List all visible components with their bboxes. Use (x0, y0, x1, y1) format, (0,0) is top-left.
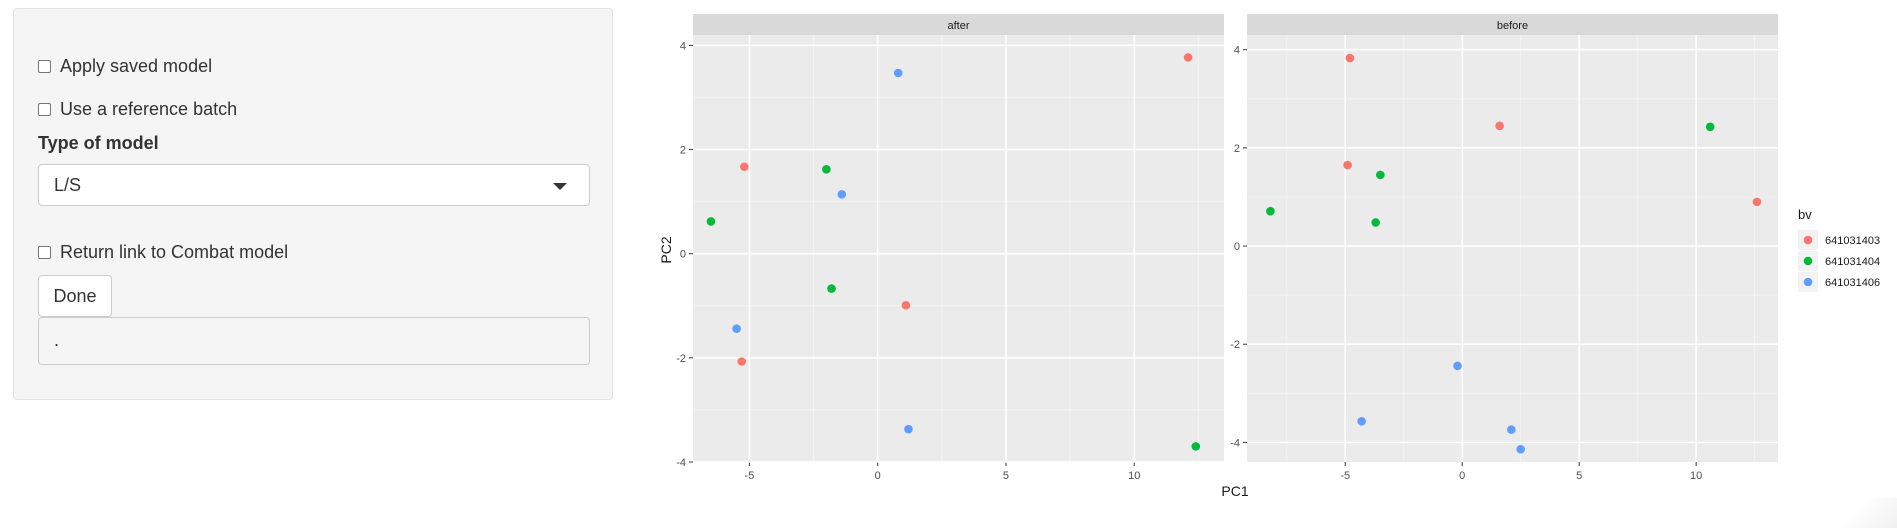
facet-title: after (947, 20, 969, 32)
x-axis-title: PC1 (1221, 483, 1248, 499)
data-point-641031404 (1266, 206, 1275, 216)
data-point-641031403 (1345, 53, 1355, 63)
resize-handle[interactable] (1827, 498, 1897, 528)
x-tick-label: 10 (1690, 470, 1702, 482)
y-tick-label: -2 (1230, 339, 1240, 351)
y-tick-label: -4 (676, 457, 686, 469)
facet-strip (1247, 14, 1778, 35)
y-tick-label: 2 (680, 145, 686, 157)
output-box: . (38, 317, 590, 365)
data-point-641031406 (1516, 444, 1525, 454)
return-link-option[interactable]: Return link to Combat model (38, 242, 288, 263)
return-link-checkbox[interactable] (38, 246, 51, 259)
x-tick-label: -5 (745, 470, 755, 482)
y-tick-label: 0 (680, 249, 686, 261)
data-point-641031404 (827, 284, 836, 293)
data-point-641031403 (1343, 160, 1352, 170)
apply-saved-model-label: Apply saved model (60, 56, 213, 76)
data-point-641031404 (1371, 218, 1380, 227)
use-reference-batch-checkbox[interactable] (38, 103, 51, 116)
data-point-641031406 (732, 324, 741, 333)
x-tick-label: 0 (1459, 470, 1465, 482)
data-point-641031406 (893, 68, 903, 78)
data-point-641031403 (740, 162, 749, 172)
y-tick-label: -4 (1230, 437, 1240, 449)
panel-background (1247, 35, 1778, 462)
data-point-641031403 (1495, 121, 1504, 131)
y-tick-label: 2 (1234, 143, 1240, 155)
x-tick-label: 10 (1128, 470, 1140, 482)
use-reference-batch-label: Use a reference batch (60, 99, 238, 119)
data-point-641031403 (1183, 53, 1193, 62)
y-tick-label: 4 (680, 40, 686, 52)
x-tick-label: -5 (1340, 470, 1350, 482)
data-point-641031403 (901, 300, 911, 310)
return-link-label: Return link to Combat model (60, 242, 289, 262)
model-type-label: Type of model (38, 133, 159, 153)
data-point-641031403 (737, 357, 747, 366)
data-point-641031404 (822, 165, 831, 174)
data-point-641031404 (706, 217, 716, 226)
data-point-641031406 (904, 424, 913, 434)
apply-saved-model-checkbox[interactable] (38, 60, 51, 73)
facet-strip (693, 14, 1224, 35)
model-type-selected-value: L/S (54, 175, 82, 195)
facet-title: before (1497, 20, 1528, 32)
y-axis-title: PC2 (658, 236, 674, 263)
data-point-641031406 (1507, 425, 1516, 434)
y-tick-label: -2 (676, 353, 686, 365)
x-tick-label: 0 (875, 470, 881, 482)
data-point-641031406 (1357, 416, 1366, 426)
data-point-641031404 (1705, 122, 1715, 132)
model-type-select[interactable]: L/S (38, 164, 590, 206)
legend-title: bv (1798, 207, 1812, 222)
x-tick-label: 5 (1576, 470, 1582, 482)
data-point-641031404 (1191, 442, 1201, 451)
done-button[interactable]: Done (38, 275, 112, 317)
apply-saved-model-option[interactable]: Apply saved model (38, 56, 212, 77)
y-tick-label: 0 (1234, 241, 1240, 253)
legend-key-641031403 (1803, 235, 1813, 245)
data-point-641031406 (837, 190, 847, 199)
chevron-down-icon[interactable] (553, 183, 567, 190)
legend-key-641031404 (1803, 256, 1813, 266)
y-tick-label: 4 (1234, 45, 1240, 57)
output-text: . (54, 330, 60, 350)
legend-label: 641031404 (1825, 256, 1880, 268)
data-point-641031404 (1376, 170, 1385, 180)
combat-settings-panel: Apply saved model Use a reference batch … (13, 8, 613, 400)
panel-background (693, 35, 1224, 462)
legend-label: 641031403 (1825, 235, 1880, 247)
pca-faceted-scatter-plot: after -5 0 5 10 -4 -2 0 2 4 before -5 0 5 10 -4 -2 0 2 4 PC1… (658, 14, 1880, 499)
data-point-641031403 (1752, 197, 1762, 207)
legend-key-641031406 (1803, 277, 1813, 287)
legend-label: 641031406 (1825, 277, 1880, 289)
data-point-641031406 (1453, 361, 1462, 371)
use-reference-batch-option[interactable]: Use a reference batch (38, 99, 237, 120)
x-tick-label: 5 (1003, 470, 1009, 482)
